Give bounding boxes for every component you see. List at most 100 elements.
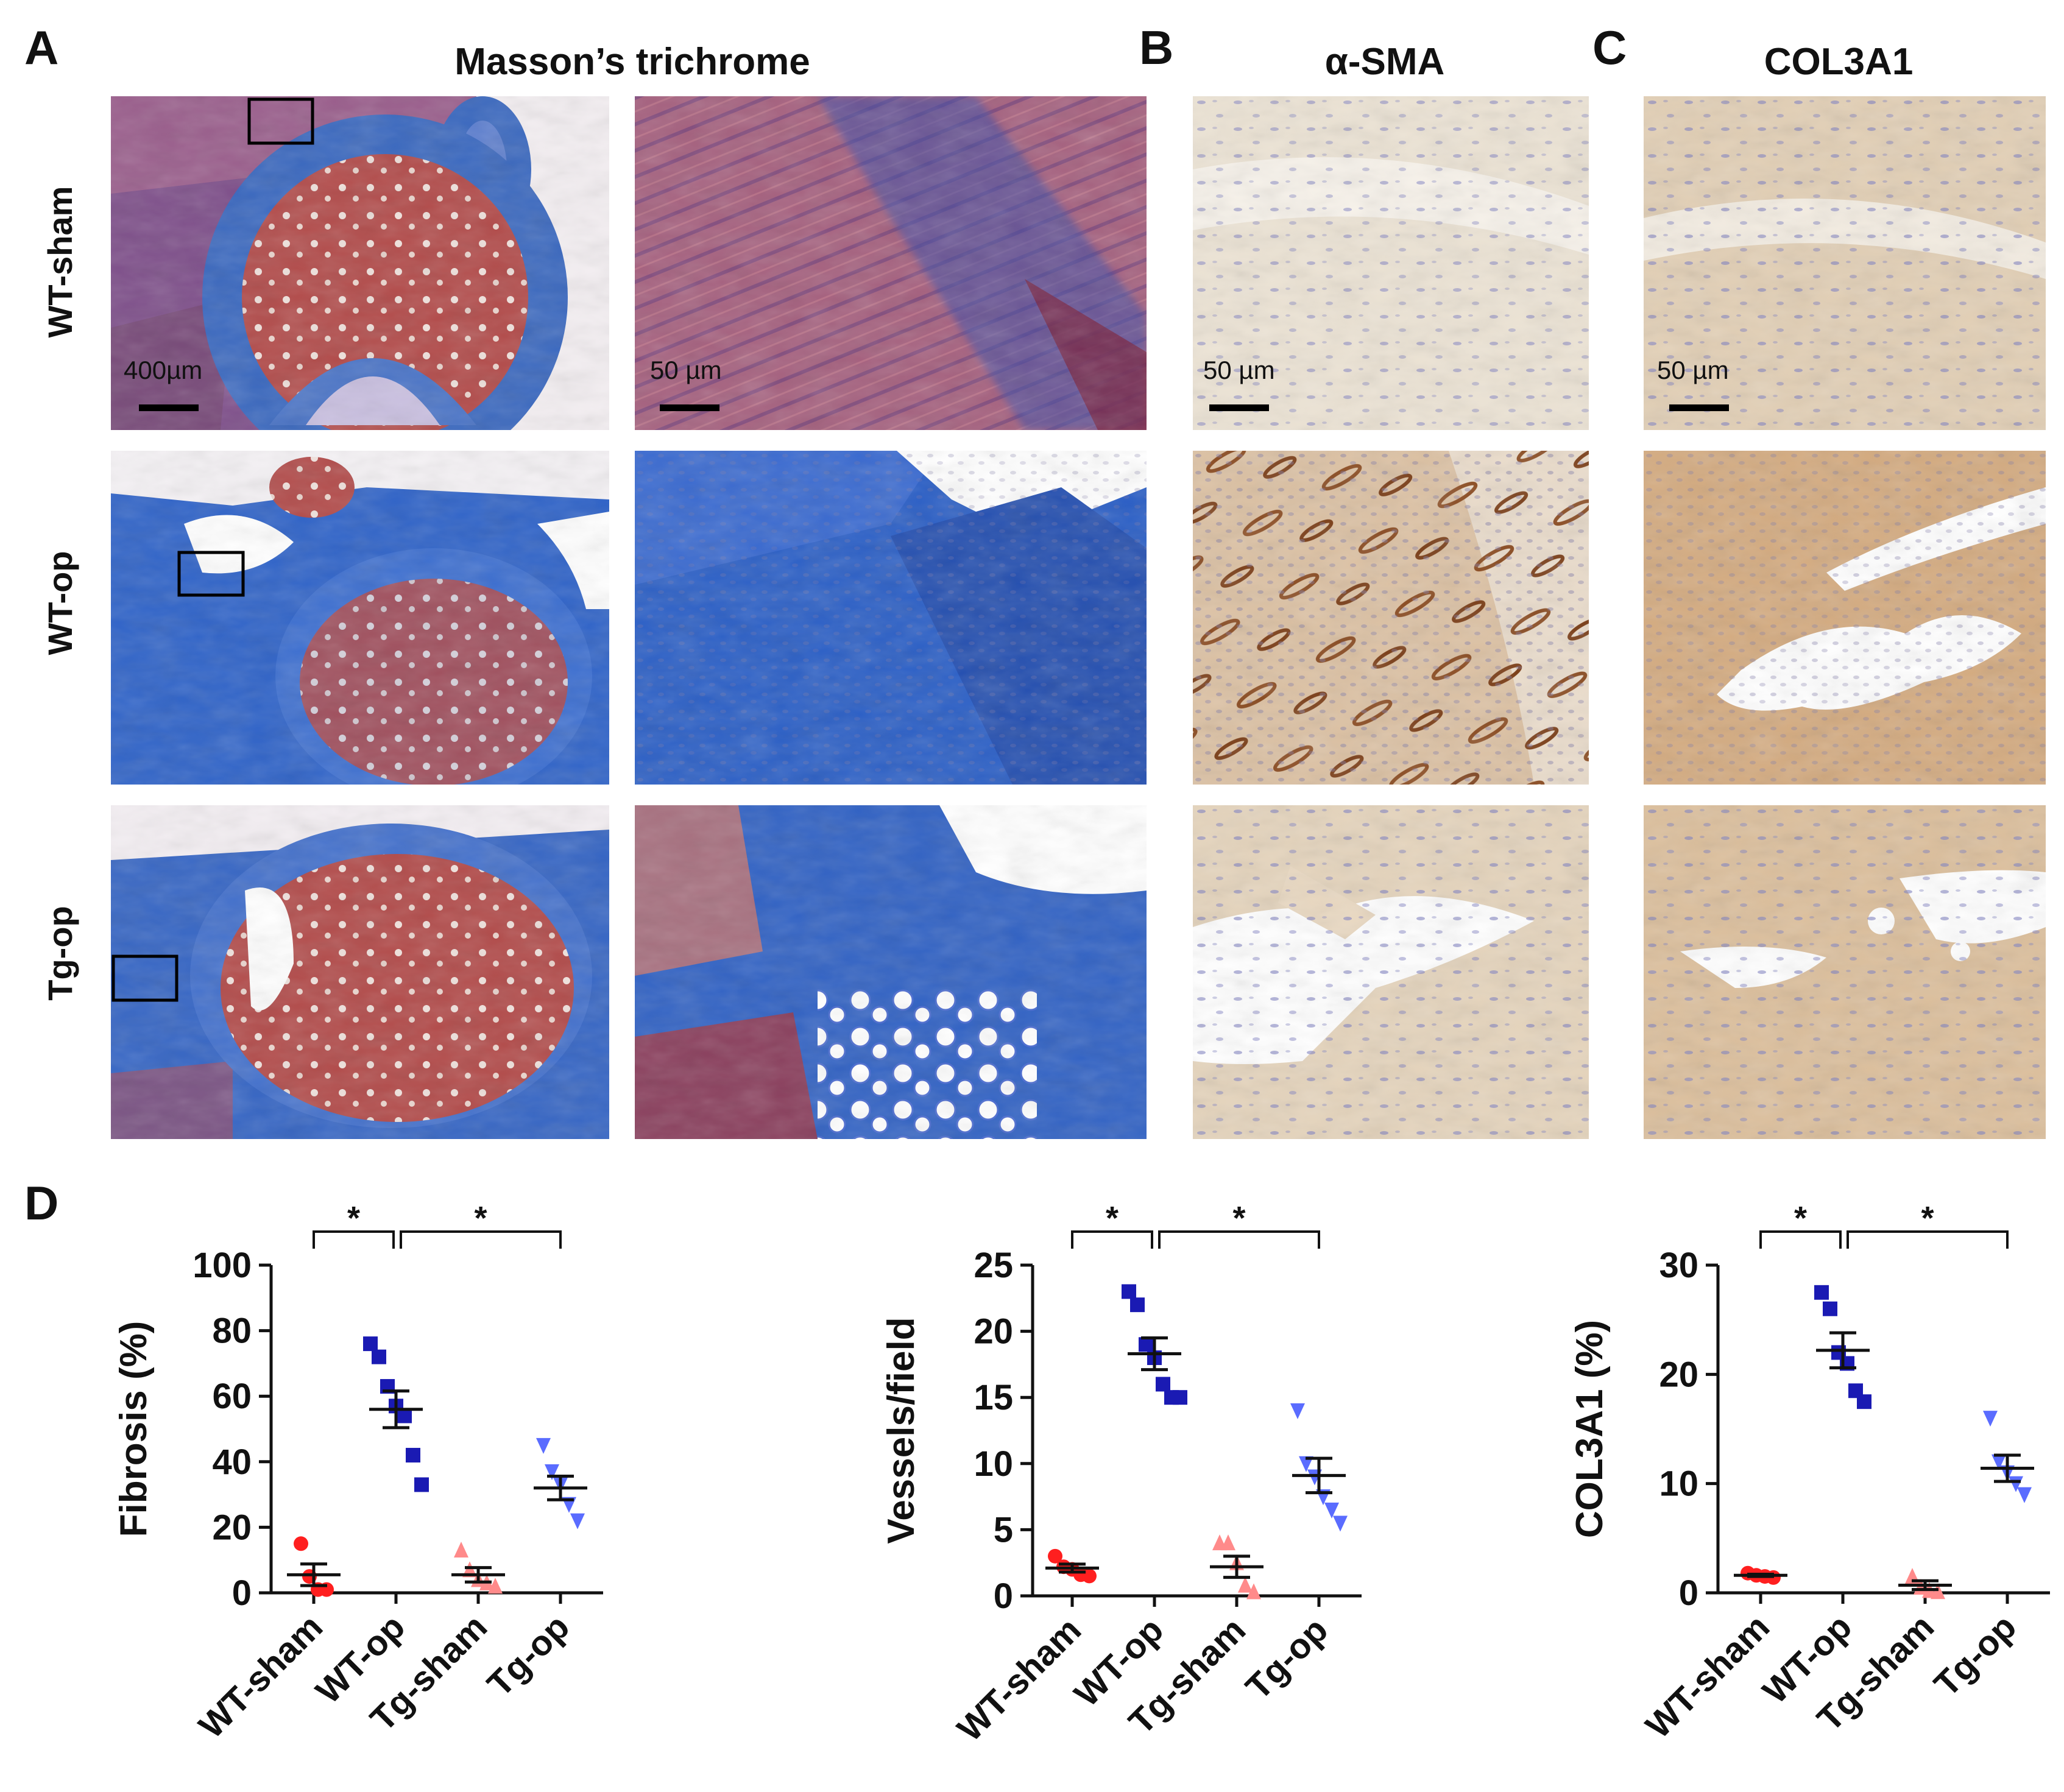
data-point <box>406 1448 420 1463</box>
y-tick-label: 30 <box>1659 1246 1698 1285</box>
data-point <box>372 1349 386 1364</box>
image-wt-op-masson-zoom <box>635 451 1147 785</box>
data-point <box>1130 1297 1145 1313</box>
data-point <box>454 1542 468 1558</box>
x-tick-label: WT-sham <box>950 1610 1089 1749</box>
image-wt-sham-masson-zoom <box>635 96 1147 430</box>
scale-bar-zoom <box>660 404 719 411</box>
scale-bar-overview <box>139 404 199 411</box>
y-tick-label: 20 <box>212 1508 252 1547</box>
y-tick-label: 40 <box>212 1442 252 1482</box>
data-point <box>414 1477 429 1492</box>
scale-label-overview: 400µm <box>124 356 202 384</box>
y-tick-label: 0 <box>994 1576 1013 1616</box>
significance-star: * <box>1106 1200 1119 1236</box>
image-wt-op-col3a1 <box>1644 451 2046 785</box>
significance-bracket <box>1759 1230 1842 1249</box>
data-point <box>397 1408 412 1423</box>
panel-letter-a: A <box>24 21 58 74</box>
data-point <box>1173 1390 1187 1405</box>
data-point <box>488 1578 503 1594</box>
data-point <box>2017 1487 2032 1503</box>
significance-star: * <box>1232 1200 1245 1236</box>
data-point <box>1823 1301 1837 1316</box>
scale-bar-asma <box>1209 404 1269 411</box>
x-tick-label: Tg-op <box>479 1607 577 1704</box>
chart-vessels: 0510152025Vessels/fieldWT-shamWT-opTg-sh… <box>880 1200 1362 1749</box>
significance-star: * <box>1794 1200 1807 1236</box>
significance-bracket <box>1071 1230 1153 1249</box>
image-wt-sham-col3a1 <box>1644 96 2046 430</box>
data-point <box>1983 1411 1998 1427</box>
scale-bar-col3a1 <box>1669 404 1729 411</box>
row-label-wt-sham: WT-sham <box>41 186 79 338</box>
data-point <box>536 1437 551 1454</box>
x-tick-label: WT-sham <box>1638 1607 1777 1746</box>
y-tick-label: 10 <box>1659 1464 1698 1504</box>
data-point <box>1238 1576 1253 1593</box>
row-label-wt-op: WT-op <box>41 551 79 655</box>
data-point <box>1814 1285 1829 1300</box>
y-axis-label: COL3A1 (%) <box>1569 1320 1611 1538</box>
data-point <box>1246 1583 1261 1600</box>
scale-label-asma: 50 µm <box>1203 356 1275 384</box>
y-tick-label: 0 <box>1679 1573 1698 1613</box>
y-axis-label: Fibrosis (%) <box>113 1321 155 1537</box>
image-tg-op-masson-zoom <box>635 805 1147 1139</box>
y-tick-label: 25 <box>974 1246 1013 1285</box>
data-point <box>545 1464 559 1480</box>
data-point <box>1324 1502 1339 1519</box>
data-point <box>1139 1337 1153 1352</box>
data-point <box>1857 1394 1871 1409</box>
y-tick-label: 5 <box>994 1510 1013 1550</box>
y-tick-label: 20 <box>1659 1355 1698 1394</box>
data-point <box>1122 1284 1136 1299</box>
significance-bracket <box>400 1230 562 1249</box>
data-point <box>462 1561 477 1578</box>
panel-letter-b: B <box>1139 21 1173 74</box>
data-point <box>1156 1377 1170 1392</box>
data-point <box>363 1336 378 1352</box>
data-point <box>1221 1534 1235 1551</box>
y-tick-label: 15 <box>974 1378 1013 1417</box>
significance-bracket <box>1158 1230 1320 1249</box>
image-tg-op-masson-overview <box>111 805 609 1139</box>
significance-star: * <box>347 1200 360 1236</box>
significance-bracket <box>1847 1230 2009 1249</box>
y-axis-label: Vessels/field <box>880 1317 922 1543</box>
x-tick-label: Tg-op <box>1926 1607 2024 1704</box>
x-tick-label: WT-sham <box>191 1607 330 1746</box>
row-label-tg-op: Tg-op <box>41 906 79 1000</box>
panel-letter-c: C <box>1592 21 1627 74</box>
data-point <box>1299 1456 1313 1472</box>
y-tick-label: 0 <box>232 1573 252 1613</box>
image-tg-op-col3a1 <box>1644 805 2046 1139</box>
image-wt-op-alpha-sma <box>1193 451 1589 785</box>
y-tick-label: 10 <box>974 1444 1013 1484</box>
data-point <box>1333 1515 1348 1532</box>
data-point <box>1290 1403 1305 1419</box>
header-asma: α-SMA <box>1325 41 1445 83</box>
significance-star: * <box>474 1200 487 1236</box>
header-col3a1: COL3A1 <box>1764 41 1914 83</box>
image-wt-op-masson-overview <box>111 451 609 785</box>
image-tg-op-alpha-sma <box>1193 805 1589 1139</box>
scale-label-col3a1: 50 µm <box>1657 356 1729 384</box>
y-tick-label: 60 <box>212 1377 252 1416</box>
data-point <box>570 1513 585 1529</box>
x-tick-label: Tg-op <box>1238 1610 1335 1707</box>
data-point <box>1992 1454 2006 1470</box>
image-wt-sham-masson-overview <box>111 96 609 430</box>
scale-label-zoom: 50 µm <box>650 356 722 384</box>
y-tick-label: 80 <box>212 1311 252 1351</box>
image-wt-sham-alpha-sma <box>1193 96 1589 430</box>
y-tick-label: 20 <box>974 1312 1013 1352</box>
significance-bracket <box>313 1230 395 1249</box>
header-masson: Masson’s trichrome <box>454 41 810 83</box>
data-point <box>1931 1583 1945 1600</box>
data-point <box>1048 1548 1062 1564</box>
y-tick-label: 100 <box>193 1246 252 1285</box>
